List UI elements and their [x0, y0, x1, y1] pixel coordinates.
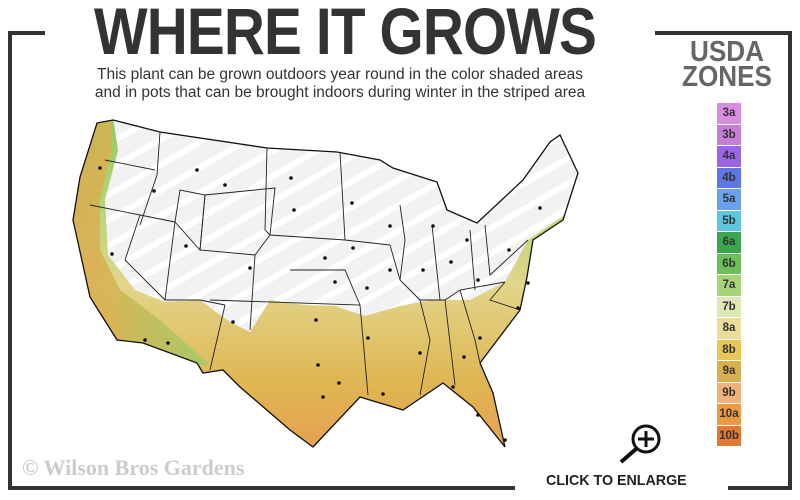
legend-zone-7b: 7b [717, 296, 741, 317]
legend-zone-4b: 4b [717, 167, 741, 188]
legend-title: USDA ZONES [678, 36, 777, 93]
frame-bottom-left [8, 486, 345, 490]
legend-zone-3b: 3b [717, 124, 741, 145]
city-markers [98, 166, 542, 442]
state-borders [89, 131, 529, 396]
frame-top-right [655, 31, 792, 35]
frame-top-left [8, 31, 45, 35]
legend-zone-4a: 4a [717, 146, 741, 167]
frame-right [788, 31, 792, 490]
page-subtitle: This plant can be grown outdoors year ro… [40, 66, 640, 102]
legend-zone-5a: 5a [717, 189, 741, 210]
legend-zone-9b: 9b [717, 382, 741, 403]
legend-zone-5b: 5b [717, 210, 741, 231]
copyright-watermark: © Wilson Bros Gardens [22, 455, 245, 480]
page-title: WHERE IT GROWS [94, 0, 597, 68]
click-to-enlarge-link[interactable]: CLICK TO ENLARGE [546, 472, 687, 489]
legend-title-line-2: ZONES [682, 61, 772, 93]
subtitle-line-2: and in pots that can be brought indoors … [94, 84, 586, 101]
legend-zone-7a: 7a [717, 275, 741, 296]
legend-title-line-1: USDA [690, 36, 764, 68]
frame-bottom-mid [345, 486, 515, 490]
legend-zone-10b: 10b [717, 425, 741, 446]
frame-left [8, 31, 12, 490]
legend-zone-6a: 6a [717, 232, 741, 253]
legend-zone-8b: 8b [717, 339, 741, 360]
legend-zone-3a: 3a [717, 103, 741, 124]
subtitle-line-1: This plant can be grown outdoors year ro… [97, 66, 583, 83]
legend-zone-10a: 10a [717, 404, 741, 425]
zoom-in-magnifier-icon[interactable] [614, 422, 666, 466]
legend-zone-6b: 6b [717, 253, 741, 274]
legend-zone-9a: 9a [717, 361, 741, 382]
legend-zone-8a: 8a [717, 318, 741, 339]
zone-legend: 3a 3b 4a 4b 5a 5b 6a 6b 7a 7b 8a 8b 9a 9b 10a 10b [717, 103, 741, 447]
frame-bottom-right [728, 486, 792, 490]
